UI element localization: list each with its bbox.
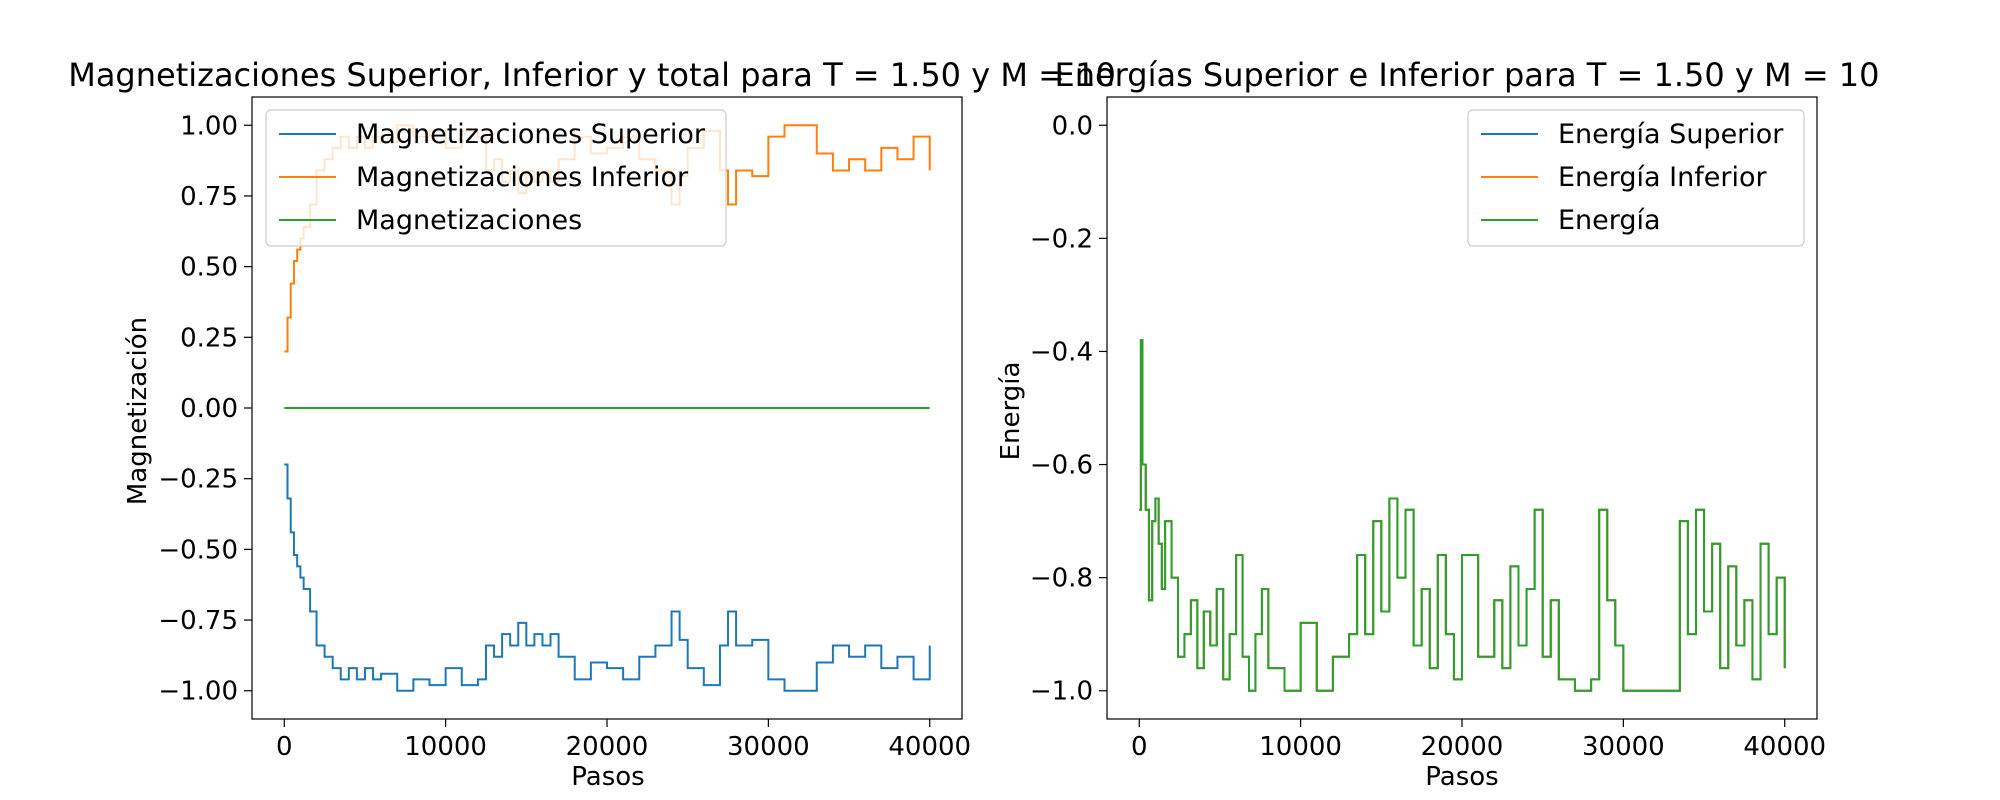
legend-box-energy bbox=[1467, 109, 1805, 247]
chart-energy: Energías Superior e Inferior para T = 1.… bbox=[996, 56, 1880, 792]
chart-title-magnetization: Magnetizaciones Superior, Inferior y tot… bbox=[68, 56, 1116, 94]
y-tick-label-magnetization-4: 0.00 bbox=[180, 394, 238, 424]
x-tick-label-energy-1: 10000 bbox=[1259, 732, 1342, 762]
y-tick-label-energy-3: −0.6 bbox=[1030, 451, 1093, 481]
y-tick-label-magnetization-8: −1.00 bbox=[158, 677, 238, 707]
x-tick-label-magnetization-2: 20000 bbox=[566, 732, 649, 762]
x-tick-label-energy-4: 40000 bbox=[1743, 732, 1826, 762]
y-axis-label-energy: Energía bbox=[996, 362, 1026, 461]
y-tick-label-magnetization-1: 0.75 bbox=[180, 182, 238, 212]
legend-label-energia-inferior: Energía Inferior bbox=[1558, 162, 1767, 193]
legend-box-magnetization bbox=[265, 109, 727, 247]
legend-energy: Energía Superior Energía Inferior Energí… bbox=[1467, 109, 1805, 247]
x-axis-label-energy: Pasos bbox=[1425, 762, 1498, 792]
legend-label-magnetizaciones-inferior: Magnetizaciones Inferior bbox=[356, 162, 689, 193]
x-axis-label-magnetization: Pasos bbox=[571, 762, 644, 792]
x-tick-label-energy-2: 20000 bbox=[1421, 732, 1504, 762]
y-tick-label-magnetization-5: −0.25 bbox=[158, 465, 238, 495]
axis-ticks-energy: 0 10000 20000 30000 40000 0.0 −0.2 −0.4 −0.6 −0.8… bbox=[1030, 111, 1826, 762]
chart-magnetization: Magnetizaciones Superior, Inferior y tot… bbox=[68, 56, 1116, 792]
legend-label-magnetizaciones: Magnetizaciones bbox=[356, 205, 582, 236]
axis-ticks-magnetization: 0 10000 20000 30000 40000 1.00 0.75 0.50 0.25 0.0… bbox=[158, 111, 971, 762]
y-tick-label-energy-4: −0.8 bbox=[1030, 564, 1093, 594]
y-tick-label-magnetization-7: −0.75 bbox=[158, 606, 238, 636]
series-line-magnetizaciones-superior bbox=[284, 463, 931, 692]
chart-title-energy: Energías Superior e Inferior para T = 1.… bbox=[1054, 56, 1879, 94]
y-tick-label-energy-1: −0.2 bbox=[1030, 224, 1093, 254]
legend-label-energia: Energía bbox=[1558, 205, 1661, 236]
y-tick-label-energy-5: −1.0 bbox=[1030, 677, 1093, 707]
y-axis-label-magnetization: Magnetización bbox=[123, 317, 153, 505]
y-tick-label-magnetization-0: 1.00 bbox=[180, 111, 238, 141]
x-tick-label-magnetization-3: 30000 bbox=[727, 732, 810, 762]
legend-label-energia-superior: Energía Superior bbox=[1558, 119, 1784, 150]
y-tick-label-energy-0: 0.0 bbox=[1052, 111, 1093, 141]
y-tick-label-magnetization-6: −0.50 bbox=[158, 535, 238, 565]
series-line-energia bbox=[1139, 339, 1786, 692]
legend-label-magnetizaciones-superior: Magnetizaciones Superior bbox=[356, 119, 706, 150]
x-tick-label-energy-0: 0 bbox=[1131, 732, 1148, 762]
x-tick-label-energy-3: 30000 bbox=[1582, 732, 1665, 762]
legend-magnetization: Magnetizaciones Superior Magnetizaciones… bbox=[265, 109, 727, 247]
x-tick-label-magnetization-0: 0 bbox=[276, 732, 293, 762]
y-tick-label-energy-2: −0.4 bbox=[1030, 337, 1093, 367]
x-tick-label-magnetization-4: 40000 bbox=[888, 732, 971, 762]
y-tick-label-magnetization-2: 0.50 bbox=[180, 253, 238, 283]
x-tick-label-magnetization-1: 10000 bbox=[404, 732, 487, 762]
y-tick-label-magnetization-3: 0.25 bbox=[180, 323, 238, 353]
series-lines-energy bbox=[1139, 339, 1786, 692]
